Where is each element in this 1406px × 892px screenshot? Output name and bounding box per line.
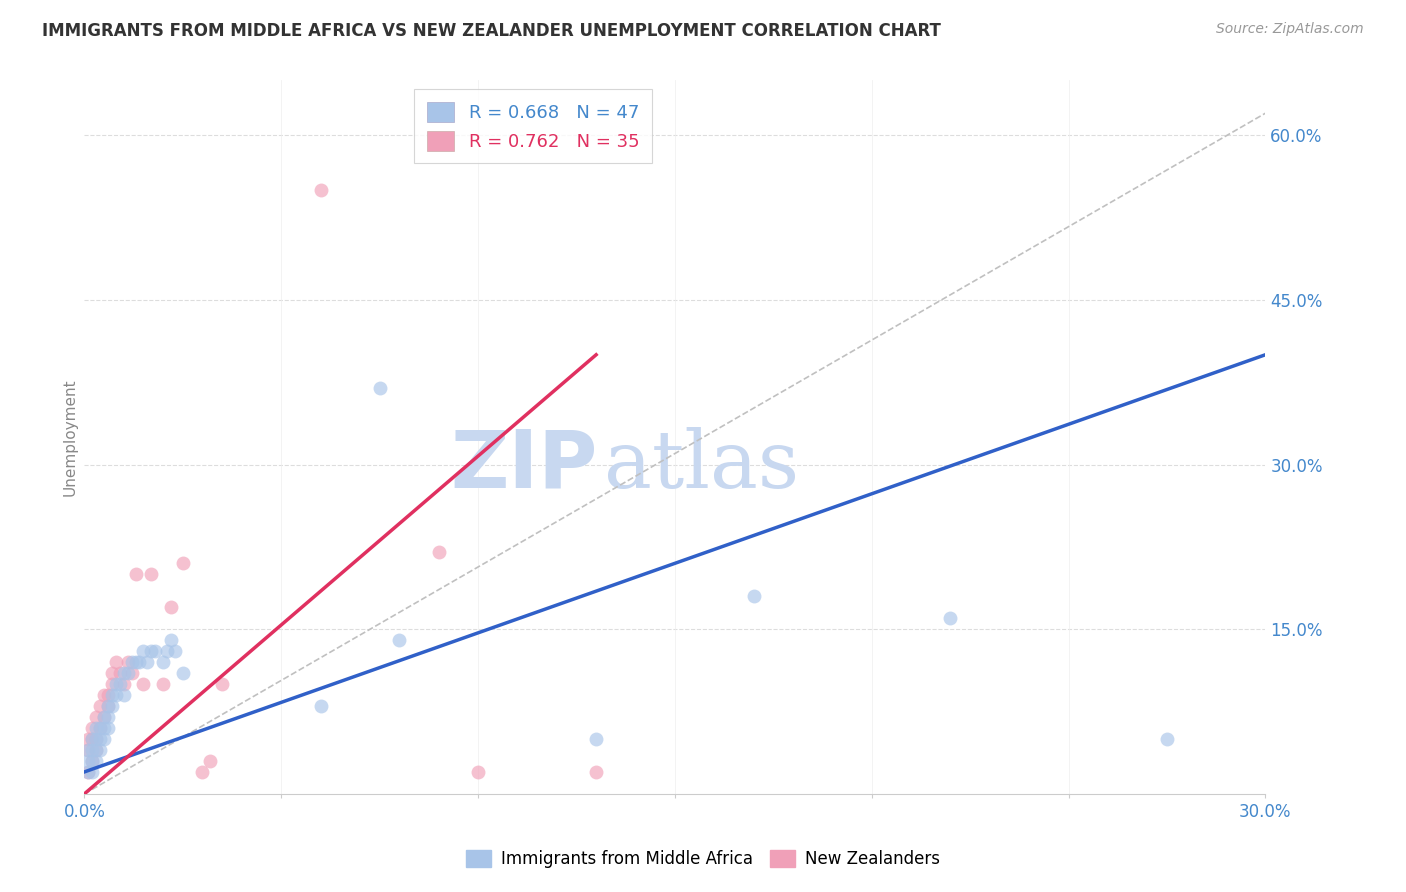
- Point: [82, 743, 104, 757]
- Point: [89, 721, 111, 735]
- Point: [742, 589, 765, 603]
- Point: [82, 721, 104, 735]
- Point: [77, 743, 100, 757]
- Point: [93, 731, 115, 746]
- Point: [132, 644, 155, 658]
- Point: [77, 764, 100, 779]
- Point: [84, 721, 107, 735]
- Point: [211, 677, 233, 691]
- Point: [191, 764, 214, 779]
- Point: [82, 754, 104, 768]
- Point: [172, 666, 194, 681]
- Point: [141, 644, 163, 658]
- Point: [121, 666, 143, 681]
- Point: [93, 710, 115, 724]
- Y-axis label: Unemployment: Unemployment: [62, 378, 77, 496]
- Point: [104, 688, 127, 702]
- Point: [84, 731, 107, 746]
- Point: [124, 567, 146, 582]
- Point: [82, 754, 104, 768]
- Text: IMMIGRANTS FROM MIDDLE AFRICA VS NEW ZEALANDER UNEMPLOYMENT CORRELATION CHART: IMMIGRANTS FROM MIDDLE AFRICA VS NEW ZEA…: [42, 22, 941, 40]
- Point: [467, 764, 489, 779]
- Point: [82, 731, 104, 746]
- Point: [152, 677, 174, 691]
- Point: [141, 567, 163, 582]
- Point: [136, 655, 159, 669]
- Point: [585, 731, 607, 746]
- Point: [97, 699, 120, 714]
- Point: [89, 699, 111, 714]
- Point: [101, 688, 124, 702]
- Point: [132, 677, 155, 691]
- Point: [82, 731, 104, 746]
- Point: [368, 381, 391, 395]
- Point: [309, 183, 332, 197]
- Legend: R = 0.668   N = 47, R = 0.762   N = 35: R = 0.668 N = 47, R = 0.762 N = 35: [415, 89, 652, 163]
- Point: [101, 677, 124, 691]
- Point: [82, 764, 104, 779]
- Point: [84, 731, 107, 746]
- Point: [84, 743, 107, 757]
- Point: [388, 633, 411, 648]
- Text: Source: ZipAtlas.com: Source: ZipAtlas.com: [1216, 22, 1364, 37]
- Point: [89, 721, 111, 735]
- Point: [84, 743, 107, 757]
- Point: [585, 764, 607, 779]
- Point: [93, 710, 115, 724]
- Point: [112, 666, 135, 681]
- Point: [939, 611, 962, 625]
- Point: [84, 754, 107, 768]
- Point: [77, 731, 100, 746]
- Point: [89, 731, 111, 746]
- Point: [112, 688, 135, 702]
- Point: [77, 743, 100, 757]
- Point: [77, 764, 100, 779]
- Point: [128, 655, 150, 669]
- Point: [108, 677, 131, 691]
- Point: [124, 655, 146, 669]
- Point: [84, 710, 107, 724]
- Point: [152, 655, 174, 669]
- Point: [143, 644, 166, 658]
- Point: [200, 754, 222, 768]
- Point: [121, 655, 143, 669]
- Legend: Immigrants from Middle Africa, New Zealanders: Immigrants from Middle Africa, New Zeala…: [460, 843, 946, 875]
- Text: atlas: atlas: [605, 426, 799, 505]
- Point: [97, 688, 120, 702]
- Point: [77, 754, 100, 768]
- Point: [97, 721, 120, 735]
- Point: [160, 633, 183, 648]
- Point: [172, 557, 194, 571]
- Point: [117, 655, 139, 669]
- Point: [101, 699, 124, 714]
- Point: [117, 666, 139, 681]
- Point: [93, 688, 115, 702]
- Point: [89, 743, 111, 757]
- Point: [104, 677, 127, 691]
- Point: [108, 666, 131, 681]
- Point: [93, 721, 115, 735]
- Point: [427, 545, 450, 559]
- Text: ZIP: ZIP: [451, 426, 598, 505]
- Point: [1156, 731, 1178, 746]
- Point: [97, 699, 120, 714]
- Point: [104, 655, 127, 669]
- Point: [160, 600, 183, 615]
- Point: [112, 677, 135, 691]
- Point: [97, 710, 120, 724]
- Point: [309, 699, 332, 714]
- Point: [101, 666, 124, 681]
- Point: [156, 644, 179, 658]
- Point: [163, 644, 186, 658]
